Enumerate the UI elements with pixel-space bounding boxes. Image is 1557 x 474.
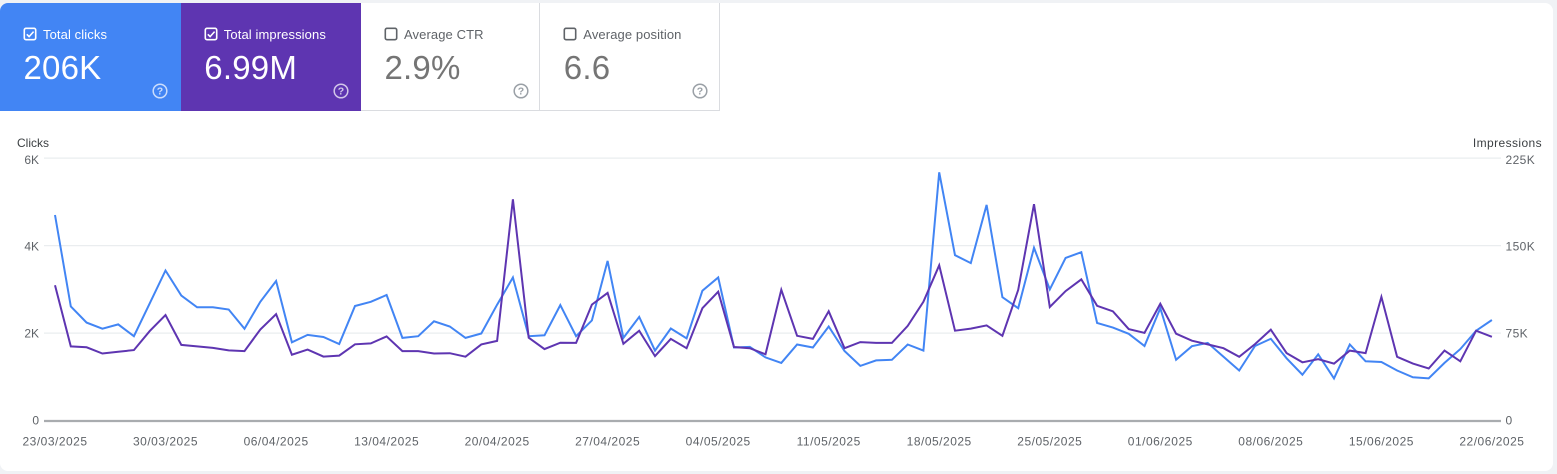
svg-text:30/03/2025: 30/03/2025	[133, 434, 198, 448]
svg-text:75K: 75K	[1506, 327, 1529, 341]
svg-text:01/06/2025: 01/06/2025	[1128, 434, 1193, 448]
svg-text:?: ?	[697, 86, 703, 98]
svg-text:?: ?	[157, 86, 163, 98]
svg-text:?: ?	[518, 86, 524, 98]
svg-text:Clicks: Clicks	[17, 136, 49, 150]
svg-text:13/04/2025: 13/04/2025	[354, 434, 419, 448]
svg-text:23/03/2025: 23/03/2025	[22, 434, 87, 448]
svg-text:20/04/2025: 20/04/2025	[465, 434, 530, 448]
svg-text:?: ?	[338, 86, 344, 98]
svg-text:225K: 225K	[1506, 153, 1536, 167]
svg-text:25/05/2025: 25/05/2025	[1017, 434, 1082, 448]
svg-text:2K: 2K	[24, 327, 39, 341]
svg-text:11/05/2025: 11/05/2025	[797, 434, 861, 448]
svg-text:18/05/2025: 18/05/2025	[907, 434, 972, 448]
svg-text:04/05/2025: 04/05/2025	[686, 434, 751, 448]
svg-text:Impressions: Impressions	[1473, 136, 1542, 150]
svg-text:08/06/2025: 08/06/2025	[1238, 434, 1303, 448]
svg-text:0: 0	[1506, 413, 1513, 427]
svg-text:06/04/2025: 06/04/2025	[244, 434, 309, 448]
svg-text:15/06/2025: 15/06/2025	[1349, 434, 1414, 448]
svg-text:150K: 150K	[1506, 240, 1536, 254]
svg-text:0: 0	[32, 413, 39, 427]
svg-text:27/04/2025: 27/04/2025	[575, 434, 640, 448]
svg-text:6K: 6K	[24, 153, 39, 167]
svg-text:22/06/2025: 22/06/2025	[1459, 434, 1524, 448]
svg-text:4K: 4K	[24, 240, 39, 254]
